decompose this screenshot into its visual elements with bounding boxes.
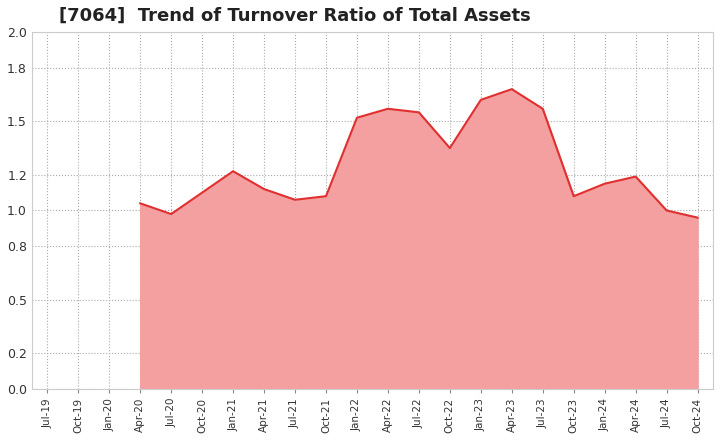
Text: [7064]  Trend of Turnover Ratio of Total Assets: [7064] Trend of Turnover Ratio of Total … xyxy=(59,7,531,25)
